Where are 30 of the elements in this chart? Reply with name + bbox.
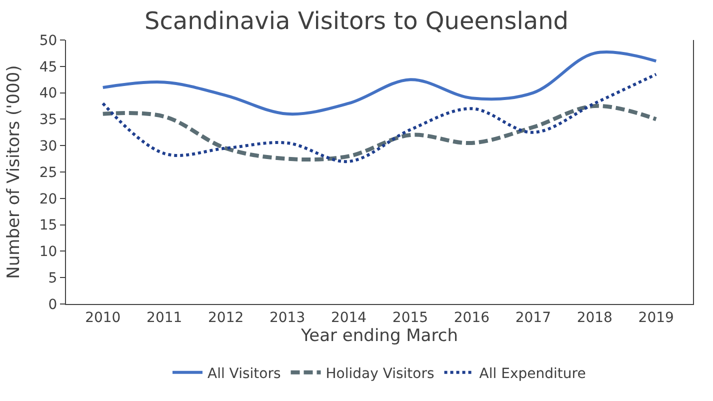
- y-tick-label: 20: [39, 191, 58, 208]
- line-series: [100, 104, 658, 162]
- y-axis-title: Number of Visitors ('000): [4, 65, 24, 279]
- y-tick-label: 35: [39, 112, 58, 128]
- x-tick-label: 2017: [515, 310, 551, 326]
- x-tick-label: 2014: [330, 310, 367, 326]
- legend-label: Holiday Visitors: [326, 366, 434, 382]
- x-tick-label: 2019: [638, 310, 674, 326]
- x-tick-label: 2011: [146, 310, 182, 326]
- y-tick-label: 5: [48, 270, 58, 286]
- legend-label: All Expenditure: [479, 366, 586, 382]
- y-tick-label: 50: [39, 32, 58, 49]
- legend-label: All Visitors: [208, 366, 281, 382]
- x-tick-label: 2016: [454, 310, 490, 326]
- y-tick-label: 10: [39, 244, 58, 260]
- x-tick-label: 2018: [576, 310, 612, 326]
- y-tick-label: 40: [39, 86, 58, 102]
- x-axis-title: Year ending March: [300, 326, 458, 346]
- x-tick-label: 2015: [392, 310, 428, 326]
- y-tick-label: 30: [39, 138, 58, 154]
- y-tick-label: 45: [39, 59, 58, 76]
- x-tick-label: 2012: [208, 310, 244, 326]
- y-tick-label: 15: [39, 218, 58, 234]
- x-tick-label: 2013: [269, 310, 306, 326]
- y-tick-label: 25: [39, 164, 58, 181]
- line-series: [101, 72, 658, 163]
- line-series: [101, 50, 658, 116]
- chart-title: Scandinavia Visitors to Queensland: [144, 6, 569, 35]
- y-tick-label: 0: [48, 296, 58, 313]
- x-tick-label: 2010: [85, 310, 121, 326]
